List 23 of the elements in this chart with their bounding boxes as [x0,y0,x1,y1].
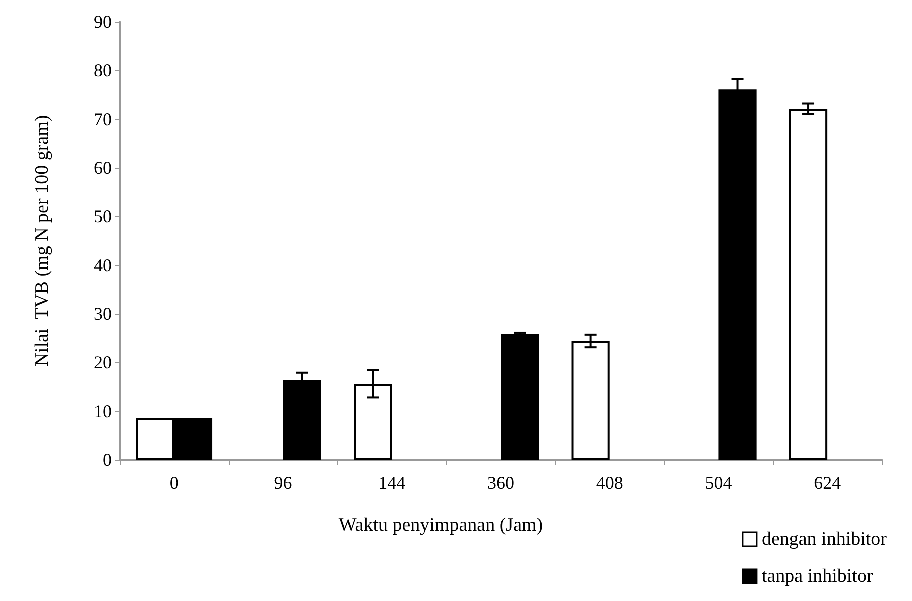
y-tick-label: 60 [94,158,112,178]
x-tick-label: 408 [596,473,624,493]
x-tick-label: 360 [488,473,514,493]
y-axis-title: Nilai TVB (mg N per 100 gram) [32,115,53,367]
y-tick-label: 80 [94,60,112,81]
y-tick-label: 10 [94,401,112,422]
x-axis-title: Waktu penyimpanan (Jam) [338,515,544,536]
legend-label: tanpa inhibitor [762,566,874,587]
bar [789,109,828,460]
x-tick-label: 144 [378,473,406,493]
x-tick-label: 624 [814,473,842,493]
x-tick-label: 96 [274,473,292,493]
y-tick-label: 40 [94,255,112,276]
y-tick-label: 20 [94,352,112,373]
bar [501,334,540,460]
x-tick-label: 504 [705,473,732,493]
y-tick-label: 30 [94,304,112,324]
legend-label: dengan inhibitor [762,529,888,550]
x-tick-label: 0 [170,473,179,493]
y-tick-label: 0 [103,450,112,470]
y-tick-label: 50 [94,206,112,227]
y-tick-label: 70 [94,109,112,130]
y-tick-label: 90 [94,12,112,32]
